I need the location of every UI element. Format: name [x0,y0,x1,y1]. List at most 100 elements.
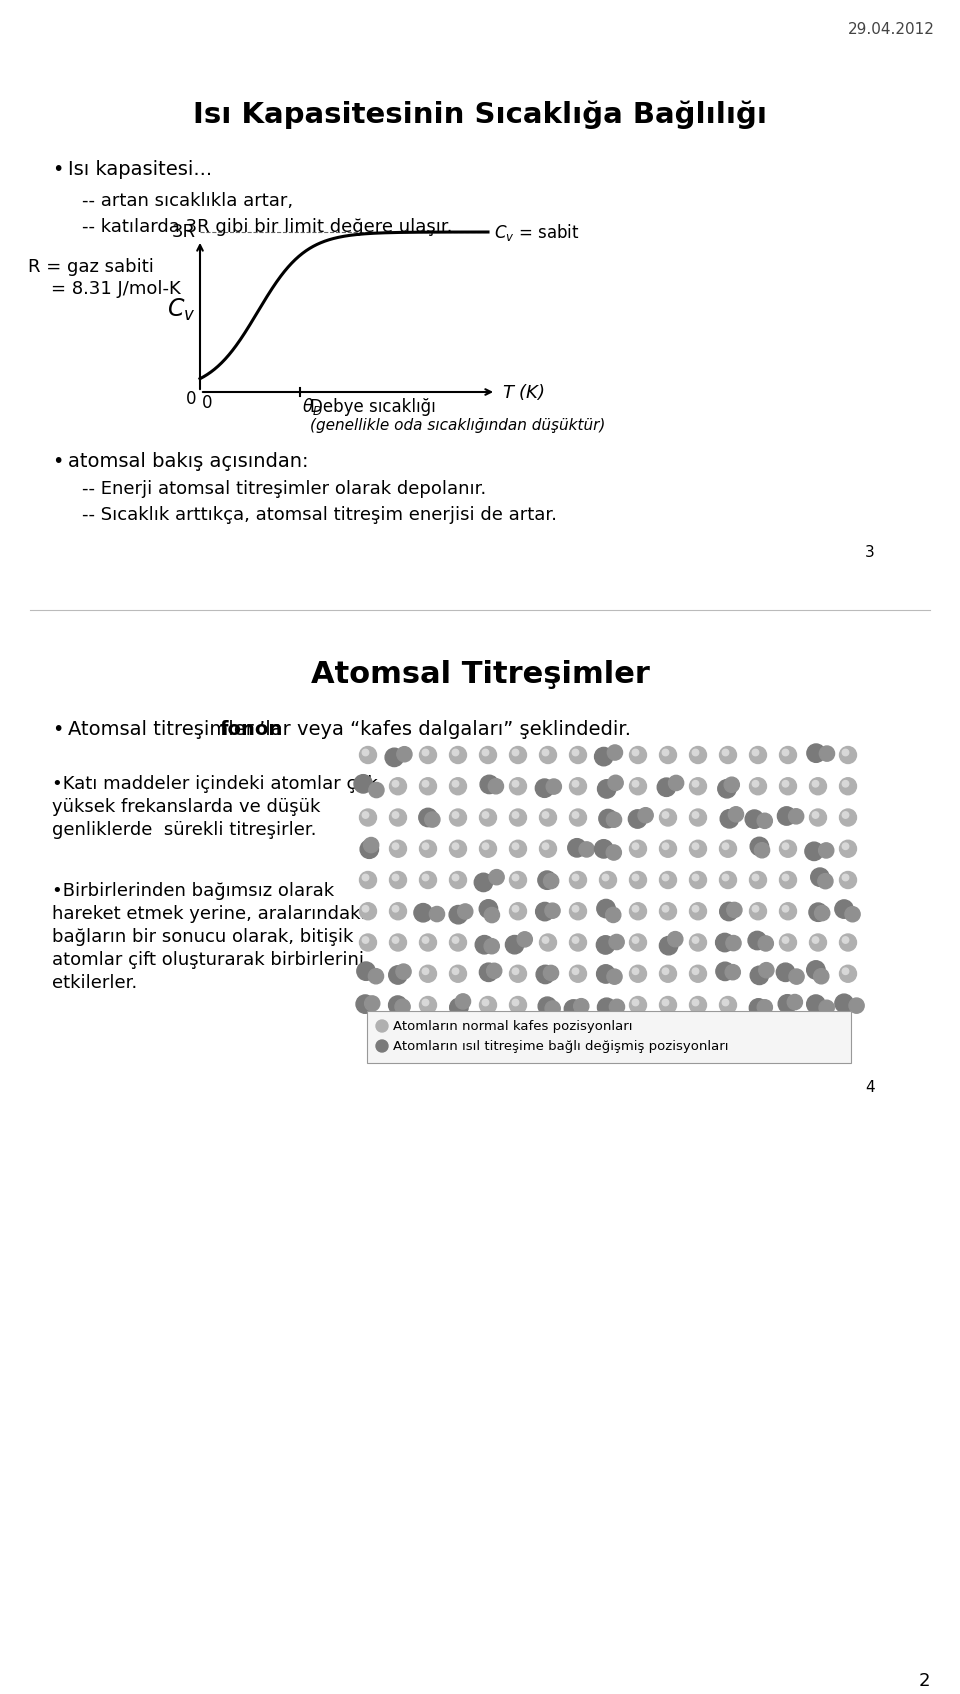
Circle shape [510,810,526,827]
Circle shape [815,906,829,920]
Circle shape [757,813,773,828]
Circle shape [569,966,587,983]
Circle shape [842,811,849,818]
Circle shape [748,932,766,950]
Circle shape [449,906,468,923]
Circle shape [692,937,699,944]
Circle shape [452,844,459,849]
Circle shape [369,783,384,798]
Circle shape [597,900,615,918]
Circle shape [542,937,549,944]
Circle shape [780,778,797,794]
Circle shape [484,908,499,923]
Circle shape [594,840,612,859]
Circle shape [660,747,677,764]
Circle shape [819,844,834,859]
Circle shape [513,874,518,881]
Circle shape [449,998,468,1016]
Circle shape [716,962,734,981]
Circle shape [422,844,429,849]
Circle shape [369,969,384,984]
Circle shape [660,810,677,827]
Circle shape [540,840,557,857]
Circle shape [482,749,489,756]
Circle shape [539,998,557,1015]
Circle shape [359,903,376,920]
Circle shape [755,842,770,857]
Circle shape [569,747,587,764]
Circle shape [779,994,797,1013]
Circle shape [753,874,758,881]
Circle shape [572,937,579,944]
Circle shape [788,808,804,823]
Circle shape [396,964,411,979]
Circle shape [429,906,444,922]
Text: Isı kapasitesi...: Isı kapasitesi... [68,159,212,180]
Text: $\theta_D$: $\theta_D$ [302,396,323,417]
Circle shape [750,837,769,855]
Circle shape [597,998,616,1016]
Circle shape [662,811,669,818]
Circle shape [517,932,533,947]
Circle shape [662,749,669,756]
Circle shape [422,967,429,974]
Circle shape [449,840,467,857]
Text: Atomların ısıl titreşime bağlı değişmiş pozisyonları: Atomların ısıl titreşime bağlı değişmiş … [393,1040,729,1052]
Circle shape [809,810,827,827]
Circle shape [599,810,617,828]
Text: •: • [52,720,63,739]
Circle shape [660,840,677,857]
Circle shape [362,811,369,818]
Circle shape [820,745,834,761]
Circle shape [839,810,856,827]
Text: 29.04.2012: 29.04.2012 [848,22,935,37]
Circle shape [359,871,376,888]
Circle shape [420,840,437,857]
Circle shape [395,999,410,1015]
Circle shape [474,872,492,891]
Circle shape [354,774,372,793]
Circle shape [780,747,797,764]
Circle shape [540,933,557,950]
Circle shape [385,749,403,767]
Circle shape [660,996,677,1013]
Circle shape [814,969,828,984]
Text: 3: 3 [865,545,875,561]
Circle shape [849,998,864,1013]
Circle shape [364,837,379,852]
Circle shape [782,937,789,944]
Circle shape [806,960,825,979]
Circle shape [536,903,554,922]
Circle shape [484,938,499,954]
Circle shape [393,844,398,849]
Circle shape [513,749,518,756]
Circle shape [722,999,729,1006]
Circle shape [660,937,678,955]
Circle shape [487,964,502,979]
Circle shape [750,966,769,984]
Circle shape [389,966,407,984]
Circle shape [376,1020,388,1032]
Circle shape [718,779,736,798]
Circle shape [689,810,707,827]
Circle shape [422,937,429,944]
Circle shape [390,903,406,920]
Circle shape [692,781,699,788]
Circle shape [599,871,616,888]
Text: -- Sıcaklık arttıkça, atomsal titreşim enerjisi de artar.: -- Sıcaklık arttıkça, atomsal titreşim e… [82,507,557,523]
Text: •: • [52,159,63,180]
Text: -- Enerji atomsal titreşimler olarak depolanır.: -- Enerji atomsal titreşimler olarak dep… [82,479,487,498]
Circle shape [842,844,849,849]
Circle shape [596,966,615,983]
Circle shape [758,935,774,950]
Circle shape [564,999,583,1018]
Circle shape [579,842,594,857]
Circle shape [475,935,493,954]
Circle shape [812,781,819,788]
Circle shape [572,874,579,881]
Circle shape [692,874,699,881]
Circle shape [510,747,526,764]
Circle shape [393,906,398,911]
Circle shape [809,903,828,922]
Circle shape [538,871,556,889]
